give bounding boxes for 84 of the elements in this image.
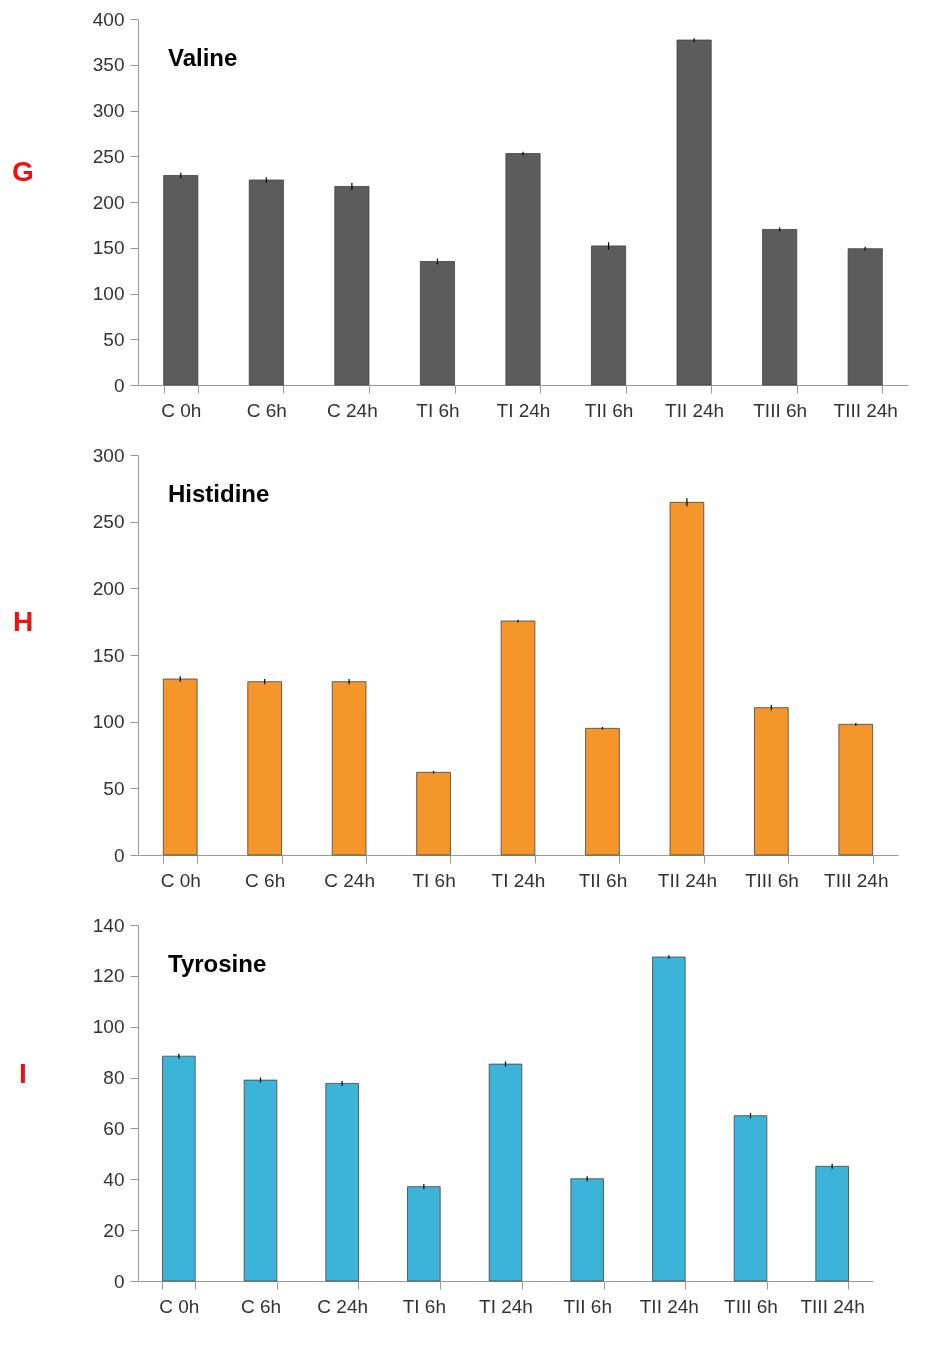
x-tick-label: C 0h xyxy=(161,399,202,421)
text: Tyrosine xyxy=(168,950,267,977)
y-tick-label: 50 xyxy=(103,777,125,799)
y-tick-label: 400 xyxy=(92,8,125,30)
y-tick-label: 20 xyxy=(103,1219,125,1241)
x-tick-label: TIII 24h xyxy=(833,399,898,421)
y-tick-label: 100 xyxy=(92,283,125,304)
bar xyxy=(754,707,789,856)
y-tick-label: 40 xyxy=(103,1168,125,1190)
bar xyxy=(585,727,620,856)
y-tick-label: 0 xyxy=(113,844,125,866)
y-tick-label: 250 xyxy=(92,145,125,167)
x-tick-label: C 6h xyxy=(240,1295,282,1317)
y-tick-label: 60 xyxy=(103,1117,125,1139)
text: Valine xyxy=(168,44,238,71)
text: H xyxy=(12,606,34,637)
bar xyxy=(652,956,686,1282)
y-tick-label: 150 xyxy=(92,644,125,666)
x-tick-label: TII 24h xyxy=(665,399,725,421)
x-tick-label: TIII 24h xyxy=(800,1295,865,1317)
x-tick-label: TI 6h xyxy=(402,1295,446,1317)
x-tick-label: C 24h xyxy=(324,869,375,891)
y-tick-label: 50 xyxy=(103,328,125,350)
bar xyxy=(419,261,455,386)
bar xyxy=(247,681,282,856)
y-tick-label: 350 xyxy=(92,54,125,76)
x-tick-label: TII 6h xyxy=(584,399,634,421)
x-tick-label: TII 24h xyxy=(639,1295,699,1317)
text: Histidine xyxy=(168,480,270,507)
bar xyxy=(488,1063,523,1282)
y-tick-label: 0 xyxy=(113,374,125,396)
x-tick-label: TI 6h xyxy=(416,399,460,421)
y-tick-label: 80 xyxy=(103,1067,125,1089)
x-tick-label: TIII 6h xyxy=(753,399,808,421)
y-tick-label: 100 xyxy=(92,1016,125,1038)
text: G xyxy=(12,155,34,187)
x-tick-label: TIII 6h xyxy=(744,869,799,891)
bar xyxy=(243,1079,278,1282)
x-tick-label: TI 24h xyxy=(491,869,546,891)
y-tick-label: 300 xyxy=(92,100,125,121)
bar xyxy=(733,1115,768,1282)
x-tick-label: TII 6h xyxy=(578,869,628,891)
x-tick-label: C 0h xyxy=(159,1295,200,1317)
x-tick-label: TII 24h xyxy=(657,869,717,891)
bar xyxy=(325,1083,359,1282)
bar xyxy=(407,1186,441,1282)
x-tick-label: C 0h xyxy=(160,869,201,891)
y-tick-label: 250 xyxy=(92,511,125,533)
bar xyxy=(416,771,451,856)
bar xyxy=(505,153,541,386)
x-tick-label: TII 6h xyxy=(563,1295,612,1317)
bar xyxy=(591,245,627,386)
y-tick-label: 120 xyxy=(92,965,125,987)
bar xyxy=(334,186,370,386)
y-tick-label: 0 xyxy=(113,1270,125,1292)
bar xyxy=(570,1178,604,1282)
x-tick-label: TIII 6h xyxy=(724,1295,778,1317)
x-tick-label: TI 6h xyxy=(412,869,456,891)
bar xyxy=(162,678,198,856)
y-tick-label: 100 xyxy=(92,711,125,733)
bar xyxy=(847,248,883,386)
text: I xyxy=(19,1057,27,1089)
y-tick-label: 150 xyxy=(92,237,125,259)
x-tick-label: C 24h xyxy=(317,1295,369,1317)
x-tick-label: C 6h xyxy=(246,399,287,421)
bar xyxy=(248,179,284,386)
x-tick-label: TI 24h xyxy=(496,399,551,421)
bar xyxy=(500,620,536,856)
bar xyxy=(669,501,705,856)
x-tick-label: TI 24h xyxy=(479,1295,533,1317)
bar xyxy=(163,175,199,386)
bar xyxy=(815,1165,849,1282)
x-tick-label: C 24h xyxy=(327,399,378,421)
bar xyxy=(162,1055,196,1282)
bar xyxy=(331,681,367,856)
y-tick-label: 300 xyxy=(92,444,125,466)
y-tick-label: 200 xyxy=(92,191,125,213)
y-tick-label: 200 xyxy=(92,577,125,599)
bar xyxy=(762,229,798,386)
y-tick-label: 140 xyxy=(92,914,125,936)
bar xyxy=(676,39,712,386)
bar xyxy=(838,723,874,856)
x-tick-label: C 6h xyxy=(245,869,286,891)
x-tick-label: TIII 24h xyxy=(824,869,889,891)
